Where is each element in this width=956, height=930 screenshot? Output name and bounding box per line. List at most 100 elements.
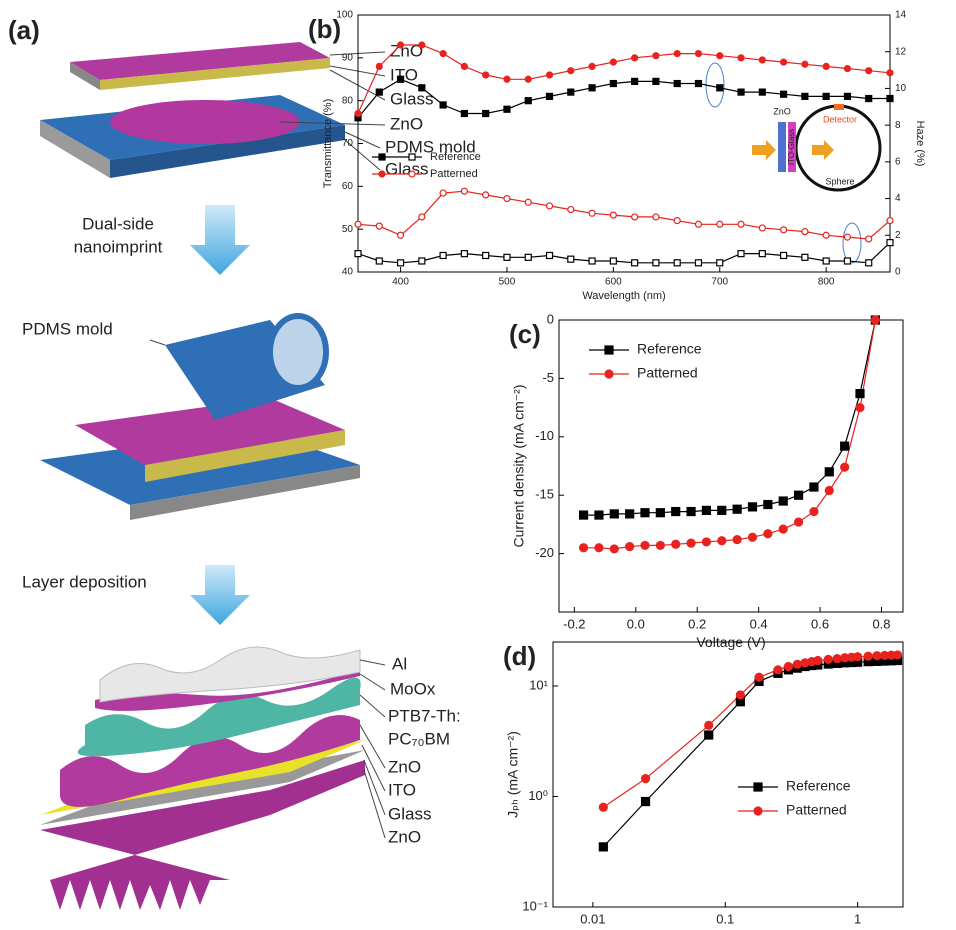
marker — [419, 258, 425, 264]
y2-tick-label: 4 — [895, 193, 901, 204]
marker — [695, 51, 701, 57]
marker — [599, 843, 607, 851]
marker — [547, 252, 553, 258]
marker — [759, 251, 765, 257]
panel-a: (a) ZnO ITO Glass ZnO PDMS mold Glass Du… — [8, 15, 476, 910]
x-tick-label: 800 — [818, 277, 835, 288]
marker — [781, 59, 787, 65]
marker — [718, 506, 726, 514]
marker — [844, 234, 850, 240]
layer-label: ITO — [388, 780, 416, 799]
marker — [802, 254, 808, 260]
marker — [568, 68, 574, 74]
marker — [759, 225, 765, 231]
layer-label: ZnO — [388, 827, 421, 846]
marker — [749, 533, 757, 541]
marker — [440, 252, 446, 258]
inset-label: ZnO — [773, 106, 791, 116]
marker — [589, 258, 595, 264]
series-line — [358, 191, 890, 239]
marker — [887, 96, 893, 102]
inset-b: ZnO ITO-Glass Detector Sphere — [706, 63, 880, 263]
marker — [379, 154, 385, 160]
step-label: nanoimprint — [74, 237, 163, 256]
marker — [774, 666, 782, 674]
marker — [871, 316, 879, 324]
marker — [589, 210, 595, 216]
marker — [653, 53, 659, 59]
marker — [795, 491, 803, 499]
layer-label: PTB7-Th: — [388, 706, 461, 725]
marker — [844, 66, 850, 72]
marker — [504, 254, 510, 260]
marker — [824, 655, 832, 663]
marker — [504, 196, 510, 202]
x-tick-label: -0.2 — [563, 616, 585, 631]
marker — [610, 212, 616, 218]
marker — [547, 72, 553, 78]
process-arrow — [190, 565, 250, 625]
marker — [568, 207, 574, 213]
marker — [759, 57, 765, 63]
x-tick-label: 600 — [605, 277, 622, 288]
marker — [887, 70, 893, 76]
layer-label: MoOx — [390, 679, 436, 698]
marker — [580, 511, 588, 519]
marker — [525, 199, 531, 205]
legend-label: Reference — [786, 778, 851, 794]
marker — [733, 536, 741, 544]
marker — [674, 218, 680, 224]
marker — [866, 260, 872, 266]
marker — [595, 544, 603, 552]
marker — [504, 106, 510, 112]
legend-label: Patterned — [786, 802, 847, 818]
marker — [781, 91, 787, 97]
marker — [398, 42, 404, 48]
roller-end — [270, 316, 326, 388]
marker — [779, 525, 787, 533]
marker — [547, 93, 553, 99]
marker — [674, 260, 680, 266]
marker — [695, 81, 701, 87]
marker — [754, 807, 762, 815]
panel-label: (d) — [503, 641, 536, 671]
marker — [641, 541, 649, 549]
y-axis-label: Jₚₕ (mA cm⁻²) — [505, 731, 521, 818]
series-line — [358, 243, 890, 263]
marker — [738, 221, 744, 227]
marker — [461, 111, 467, 117]
y2-tick-label: 10 — [895, 83, 907, 94]
marker — [825, 468, 833, 476]
marker — [672, 508, 680, 516]
marker — [810, 508, 818, 516]
marker — [833, 655, 841, 663]
marker — [642, 798, 650, 806]
marker — [856, 390, 864, 398]
x-tick-label: 500 — [499, 277, 516, 288]
marker — [695, 260, 701, 266]
roller-label: PDMS mold — [22, 319, 113, 338]
marker — [718, 537, 726, 545]
y-tick-label: -10 — [535, 428, 554, 443]
y-tick-label: 10¹ — [529, 677, 548, 692]
marker — [610, 258, 616, 264]
marker — [802, 93, 808, 99]
step-label: Layer deposition — [22, 572, 147, 591]
al-layer — [100, 647, 360, 702]
y2-axis-label: Haze (%) — [914, 121, 926, 167]
y2-tick-label: 14 — [895, 10, 907, 21]
marker — [461, 188, 467, 194]
marker — [733, 505, 741, 513]
marker — [755, 673, 763, 681]
marker — [642, 775, 650, 783]
marker — [398, 232, 404, 238]
x-tick-label: 0.01 — [580, 911, 605, 925]
marker — [764, 501, 772, 509]
marker — [376, 63, 382, 69]
y-tick-label: 80 — [342, 95, 354, 106]
marker — [440, 51, 446, 57]
x-tick-label: 1 — [854, 911, 861, 925]
marker — [687, 508, 695, 516]
marker — [854, 653, 862, 661]
marker — [605, 370, 613, 378]
